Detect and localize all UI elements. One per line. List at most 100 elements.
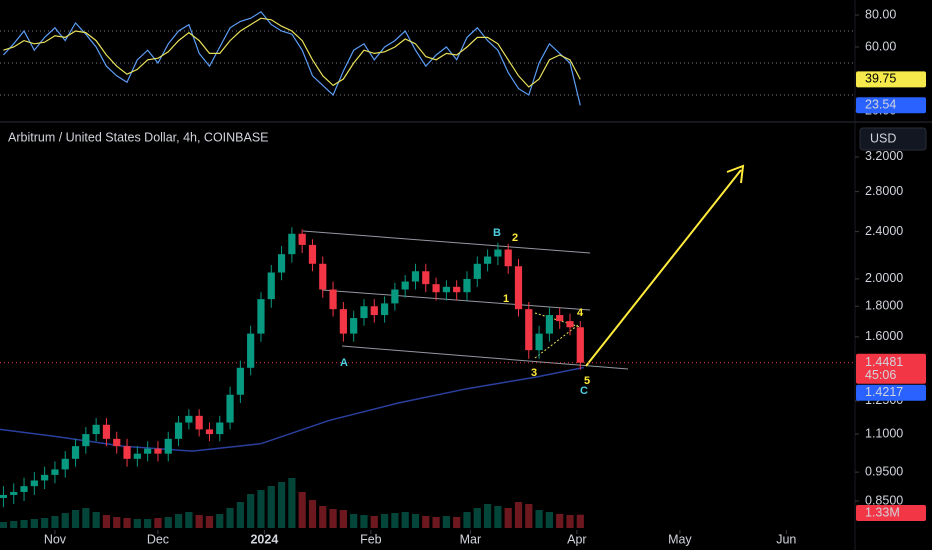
volume-bar [360,515,368,528]
volume-bar [144,519,152,528]
volume-bar [257,490,265,528]
candle-body [576,327,584,363]
x-tick-label: May [668,532,692,546]
candle-body [216,422,224,435]
triangle-lower [534,324,579,359]
candle-body [339,309,347,334]
volume-bar [236,502,244,528]
candle-body [319,263,327,290]
candle-body [391,289,399,304]
candle-body [411,271,420,282]
volume-bar [576,514,584,528]
y-tick-label: 3.2000 [865,149,903,163]
x-tick-label: Jun [776,532,796,546]
volume-bar [391,513,399,528]
candle-body [226,394,234,423]
rsi-tick-label: 60.00 [865,39,896,53]
volume-bar [401,512,409,528]
candle-body [442,286,450,293]
volume-bar [504,508,512,528]
y-tick-label: 0.8500 [865,493,903,507]
candle-body [350,318,358,334]
candle-body [195,415,203,430]
y-tick-label: 1.8000 [865,299,903,313]
candle-body [494,249,502,257]
wave-label: C [580,385,588,397]
candle-body [453,286,461,293]
volume-bar [154,518,162,528]
volume-bar [288,478,296,528]
candle-body [61,458,69,470]
currency-button[interactable] [859,127,927,151]
arrow-head [726,164,745,184]
volume-bar [556,514,564,528]
volume-bar [267,486,275,528]
volume-bar [61,513,69,528]
candle-body [504,249,512,267]
candle-body [463,278,471,293]
rsi-ma-box [856,71,926,88]
candle-body [174,422,183,439]
candle-body [102,424,111,439]
volume-bar [483,504,492,528]
candle-body [10,491,18,495]
volume-bar [566,515,574,528]
candle-body [566,321,574,328]
candle-body [288,233,296,255]
rsi-ma-line [3,17,581,88]
y-tick-label: 1.6000 [865,329,903,343]
volume-bar [494,506,502,528]
volume-bar [10,521,18,528]
volume-bar [277,482,286,528]
volume-bar [41,518,49,528]
volume-bar [20,520,28,528]
volume-bar [82,508,90,528]
volume-bar [463,512,471,528]
volume-bar [442,516,450,528]
candle-body [473,263,481,279]
candle-body [525,309,533,351]
volume-bar [339,510,347,528]
candle-body [556,315,564,322]
volume-box [856,505,926,521]
candle-body [164,438,172,454]
last-price-label: 1.4481 [865,355,903,369]
volume-bar [525,504,533,528]
rsi-line [2,11,581,106]
volume-bar [92,512,100,528]
y-tick-label: 2.4000 [865,224,903,238]
wave-label: 5 [584,375,590,387]
candle-body [267,272,275,300]
candle-body [422,271,430,285]
y-tick-label: 0.9500 [865,464,903,478]
x-tick-label: 2024 [250,532,278,546]
candle-body [71,446,80,459]
volume-bar [133,519,141,528]
wave-label: 2 [512,232,518,244]
y-tick-label: 2.0000 [865,271,903,285]
wave-label: 4 [577,307,584,319]
volume-bar [30,519,38,528]
currency-label: USD [870,131,896,145]
chart-title: Arbitrum / United States Dollar, 4h, COI… [8,130,269,144]
candle-body [545,315,554,334]
last-price-box [856,353,926,384]
y-tick-label: 1.1000 [865,426,903,440]
candle-body [133,453,141,459]
wave-label: A [340,357,348,369]
volume-label: 1.33M [865,505,900,519]
volume-bar [380,514,389,528]
wave-label: 3 [531,367,537,379]
rsi-label: 23.54 [865,98,896,112]
candle-body [123,446,131,459]
volume-bar [185,512,193,528]
candle-body [30,480,38,487]
volume-bar [174,514,183,528]
volume-bar [123,518,131,528]
candle-body [257,299,265,334]
candle-body [82,434,90,447]
ma-price-box [856,384,926,401]
volume-bar [453,517,461,528]
volume-bar [411,514,420,528]
candle-body [535,333,543,351]
